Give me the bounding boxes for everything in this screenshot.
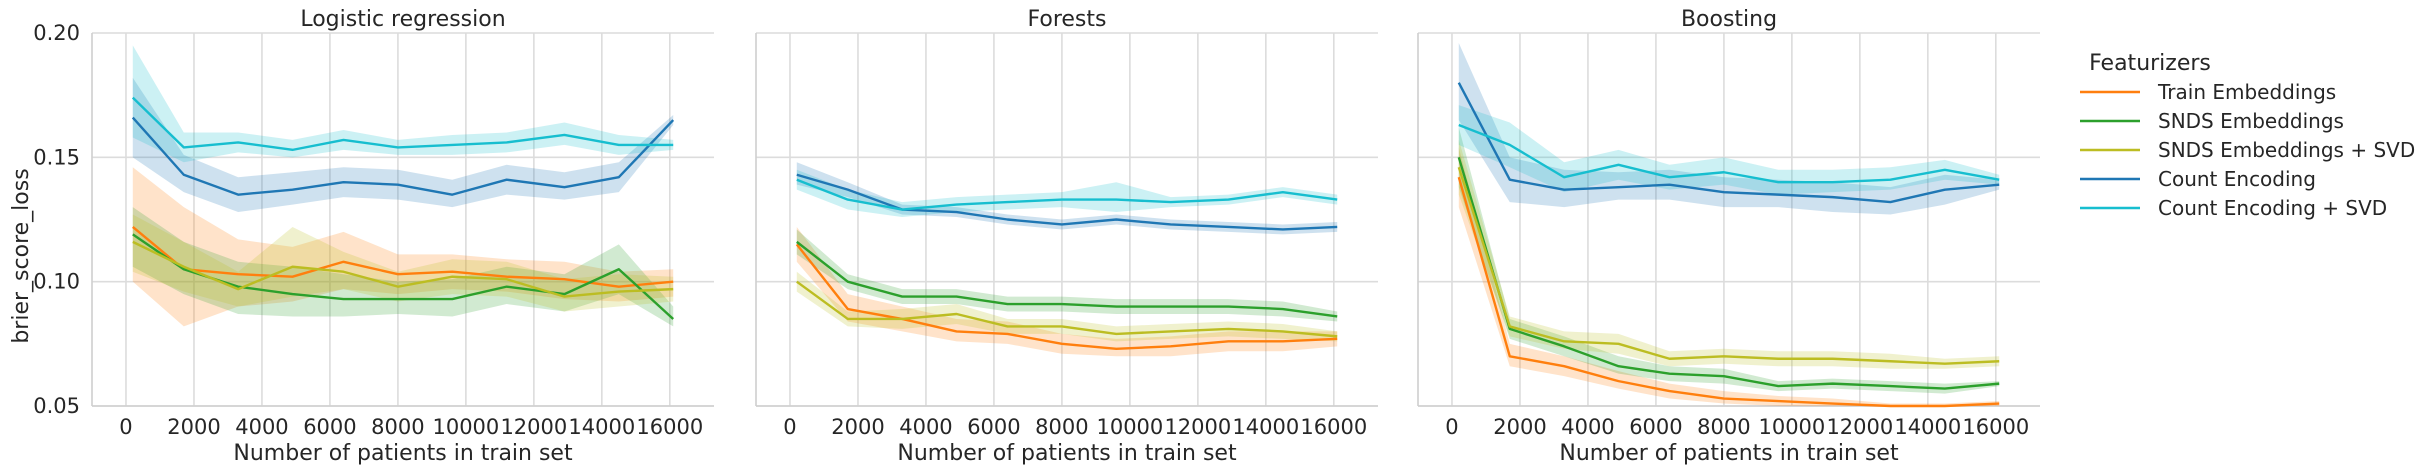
panel-logistic-regression: 0.05 0.10 0.15 0.20 0 2000 4000 6000 8000 10000 12… <box>33 7 714 466</box>
legend-label: SNDS Embeddings <box>2158 109 2344 133</box>
series-line-snds-embeddings <box>796 240 1338 318</box>
series-line-snds-embeddings-svd <box>1457 166 2000 365</box>
x-tick-label: 10000 <box>432 415 499 439</box>
x-tick-label: 6000 <box>303 415 356 439</box>
panels: 0.050.100.150.200 2000 4000 6000 8000 10000 12… <box>33 7 2040 466</box>
series-line-count-encoding-svd <box>796 178 1338 211</box>
series-line-train-embeddings <box>132 226 674 288</box>
panel-forests: 0 2000 4000 6000 8000 10000 12000 14000 16000 For… <box>755 7 1378 466</box>
series-line-snds-embeddings <box>1457 156 2000 390</box>
x-tick-label: 14000 <box>1894 415 1961 439</box>
y-tick-label: 0.05 <box>33 394 80 418</box>
x-tick-label: 16000 <box>636 415 703 439</box>
ci-band-count-encoding <box>1458 42 2000 215</box>
series-line-snds-embeddings-svd <box>132 240 674 298</box>
x-tick-label: 8000 <box>371 415 424 439</box>
series-line-count-encoding <box>796 173 1338 231</box>
legend-item-count-encoding: Count Encoding <box>2080 167 2316 191</box>
ci-band-count-encoding-svd <box>132 45 674 163</box>
series-line-train-embeddings <box>795 243 1338 351</box>
panel-title: Logistic regression <box>300 7 505 32</box>
panel-title: Boosting <box>1681 7 1777 32</box>
ci-band-count-encoding <box>132 77 674 213</box>
legend: Featurizers Train Embeddings SNDS Embeddi… <box>2080 51 2415 220</box>
x-tick-label: 12000 <box>1164 415 1231 439</box>
x-tick-label: 16000 <box>1962 415 2029 439</box>
x-tick-label: 16000 <box>1300 415 1367 439</box>
y-axis-label: brier_score_loss <box>9 168 34 343</box>
series-line-count-encoding <box>1457 82 2000 204</box>
x-tick-label: 12000 <box>1826 415 1893 439</box>
x-tick-label: 4000 <box>899 415 952 439</box>
legend-item-train-embeddings: Train Embeddings <box>2080 80 2336 104</box>
x-axis-label: Number of patients in train set <box>233 441 573 466</box>
x-tick-label: 8000 <box>1697 415 1750 439</box>
panel-title: Forests <box>1028 7 1107 32</box>
ci-band-train-embeddings <box>132 167 674 327</box>
legend-label: SNDS Embeddings + SVD <box>2158 138 2415 162</box>
series-line-count-encoding <box>131 116 675 196</box>
ci-band-snds-embeddings <box>796 229 1338 322</box>
legend-item-snds-embeddings-svd: SNDS Embeddings + SVD <box>2080 138 2415 162</box>
x-axis-label: Number of patients in train set <box>1559 441 1899 466</box>
x-tick-label: 4000 <box>235 415 288 439</box>
x-tick-label: 12000 <box>500 415 567 439</box>
legend-label: Train Embeddings <box>2157 80 2336 104</box>
x-tick-label: 14000 <box>568 415 635 439</box>
x-tick-label: 8000 <box>1035 415 1088 439</box>
legend-item-count-encoding-svd: Count Encoding + SVD <box>2080 196 2387 220</box>
ci-band-train-embeddings <box>796 226 1338 357</box>
legend-label: Count Encoding + SVD <box>2158 196 2387 220</box>
ci-band-snds-embeddings-svd <box>132 214 674 312</box>
y-tick-label: 0.10 <box>33 270 80 294</box>
panel-boosting: 0 2000 4000 6000 8000 10000 12000 14000 16000 Boo… <box>1417 7 2040 466</box>
x-tick-label: 0 <box>1445 415 1458 439</box>
series-line-count-encoding-svd <box>131 96 674 152</box>
ci-band-snds-embeddings <box>132 207 674 327</box>
x-tick-label: 6000 <box>967 415 1020 439</box>
ci-band-count-encoding-svd <box>1458 105 2000 195</box>
x-tick-label: 6000 <box>1629 415 1682 439</box>
series-line-count-encoding-svd <box>1458 123 2000 184</box>
x-tick-label: 2000 <box>1493 415 1546 439</box>
series-line-snds-embeddings-svd <box>796 280 1338 338</box>
x-tick-label: 0 <box>119 415 132 439</box>
ci-band-count-encoding-svd <box>796 169 1338 218</box>
legend-label: Count Encoding <box>2158 167 2316 191</box>
legend-title: Featurizers <box>2089 51 2211 76</box>
y-tick-label: 0.20 <box>33 21 80 45</box>
x-tick-label: 2000 <box>167 415 220 439</box>
x-tick-label: 10000 <box>1758 415 1825 439</box>
y-tick-label: 0.15 <box>33 145 80 169</box>
x-tick-label: 10000 <box>1096 415 1163 439</box>
x-tick-label: 0 <box>783 415 796 439</box>
x-axis-label: Number of patients in train set <box>897 441 1237 466</box>
legend-item-snds-embeddings: SNDS Embeddings <box>2080 109 2344 133</box>
ci-band-count-encoding <box>796 162 1338 235</box>
x-tick-label: 4000 <box>1561 415 1614 439</box>
x-tick-label: 14000 <box>1232 415 1299 439</box>
x-tick-label: 2000 <box>831 415 884 439</box>
ci-band-snds-embeddings-svd <box>796 271 1338 342</box>
series-line-train-embeddings <box>1457 176 2000 408</box>
